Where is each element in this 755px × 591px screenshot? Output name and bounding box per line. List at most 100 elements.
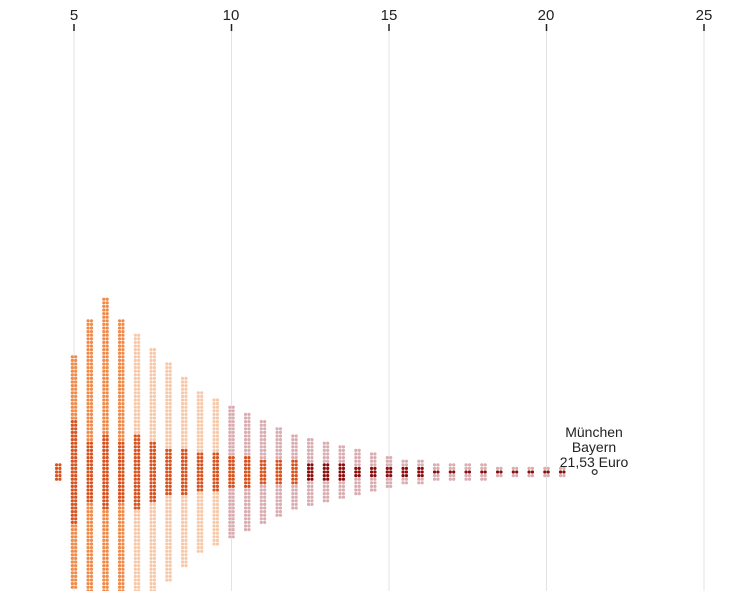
data-point — [121, 538, 125, 543]
data-point — [196, 492, 200, 496]
data-point — [86, 517, 90, 521]
data-point — [105, 391, 109, 395]
data-point — [275, 430, 279, 434]
data-point — [133, 355, 137, 359]
data-point — [149, 380, 153, 384]
data-point — [105, 560, 109, 564]
data-point — [212, 481, 216, 485]
data-point — [137, 394, 141, 398]
data-point — [310, 484, 314, 488]
data-point — [105, 459, 109, 463]
data-point — [133, 560, 137, 564]
data-point — [152, 506, 157, 510]
data-point — [322, 466, 326, 470]
data-point — [341, 477, 346, 481]
data-point — [180, 441, 185, 445]
data-point — [243, 456, 248, 460]
data-point — [228, 531, 232, 535]
data-point — [291, 434, 295, 438]
data-point — [86, 531, 90, 535]
data-point — [105, 506, 109, 510]
data-point — [215, 470, 220, 474]
data-point — [184, 553, 188, 557]
data-point — [228, 510, 232, 514]
data-point — [231, 405, 235, 409]
data-point — [133, 574, 137, 579]
data-point — [117, 427, 122, 431]
data-point — [117, 459, 122, 463]
data-point — [404, 470, 409, 474]
data-point — [121, 387, 125, 391]
data-point — [89, 470, 94, 474]
data-point — [215, 463, 220, 467]
data-point — [259, 456, 263, 460]
data-point — [102, 510, 106, 514]
data-point — [215, 427, 220, 431]
data-point — [102, 373, 106, 377]
data-point — [168, 538, 172, 543]
data-point — [499, 474, 503, 478]
data-point — [89, 351, 94, 355]
data-point — [231, 452, 235, 456]
data-point — [196, 430, 200, 434]
data-point — [102, 333, 106, 337]
data-point — [89, 560, 94, 564]
data-point — [137, 517, 141, 521]
data-point — [89, 420, 94, 424]
data-point — [184, 535, 188, 539]
data-point — [184, 528, 188, 532]
data-point — [168, 398, 172, 402]
data-point — [70, 492, 74, 496]
data-point — [86, 524, 90, 528]
data-point — [263, 474, 267, 478]
data-point — [137, 452, 141, 456]
data-point — [137, 524, 141, 528]
data-point — [180, 427, 185, 431]
data-point — [165, 423, 169, 427]
data-point — [184, 409, 188, 413]
data-point — [228, 420, 232, 424]
data-point — [165, 463, 169, 467]
data-point — [117, 441, 122, 445]
data-point — [133, 430, 137, 434]
data-point — [165, 549, 169, 553]
data-point — [165, 542, 169, 546]
data-point — [530, 466, 535, 470]
data-point — [341, 448, 346, 452]
data-point — [275, 456, 279, 460]
data-point — [152, 369, 157, 373]
data-point — [180, 510, 185, 514]
data-point — [357, 448, 361, 452]
data-point — [259, 420, 263, 424]
data-point — [228, 470, 232, 474]
data-point — [152, 380, 157, 384]
data-point — [180, 430, 185, 434]
data-point — [86, 438, 90, 442]
data-point — [165, 477, 169, 481]
data-point — [483, 474, 487, 478]
data-point — [278, 430, 283, 434]
data-point — [102, 394, 106, 398]
data-point — [243, 448, 248, 452]
data-point — [278, 466, 283, 470]
data-point — [102, 412, 106, 416]
data-point — [184, 506, 188, 510]
data-point — [247, 481, 251, 485]
data-point — [149, 427, 153, 431]
data-point — [373, 466, 377, 470]
data-point — [74, 484, 78, 488]
data-point — [291, 477, 295, 481]
data-point — [168, 499, 172, 503]
data-point — [212, 524, 216, 528]
data-point — [149, 420, 153, 424]
data-point — [86, 528, 90, 532]
data-point — [291, 456, 295, 460]
data-point — [464, 474, 468, 478]
data-point — [152, 574, 157, 579]
data-point — [278, 484, 283, 488]
data-point — [121, 582, 125, 586]
data-point — [404, 481, 409, 485]
data-point — [133, 441, 137, 445]
data-point — [74, 423, 78, 427]
data-point — [121, 402, 125, 406]
